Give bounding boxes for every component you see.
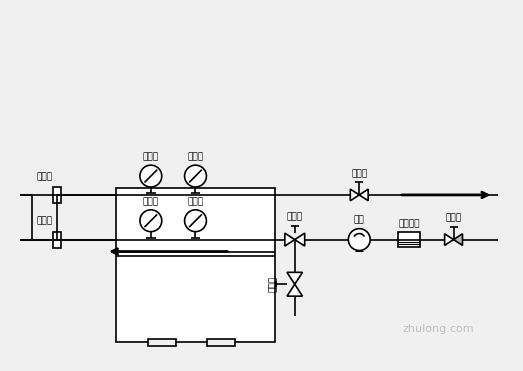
Text: 排水管: 排水管 (268, 276, 277, 292)
Polygon shape (350, 189, 359, 201)
Text: 水过滤器: 水过滤器 (398, 219, 419, 228)
Text: 压力表: 压力表 (143, 197, 159, 206)
Polygon shape (285, 233, 295, 246)
Text: 维修阀: 维修阀 (351, 169, 367, 178)
Text: 维修阀: 维修阀 (446, 214, 462, 223)
Bar (53, 232, 61, 247)
Text: 压力表: 压力表 (143, 152, 159, 161)
Bar (398, 232, 420, 247)
Polygon shape (445, 234, 453, 245)
Polygon shape (453, 234, 462, 245)
Bar (116, 188, 275, 342)
Circle shape (185, 210, 207, 232)
Bar (53, 187, 61, 203)
Text: 管接头: 管接头 (37, 172, 53, 181)
Circle shape (185, 165, 207, 187)
Circle shape (140, 165, 162, 187)
Polygon shape (287, 272, 302, 284)
Polygon shape (295, 233, 305, 246)
Text: 调节阀: 调节阀 (287, 213, 303, 222)
Text: 管接头: 管接头 (37, 217, 53, 226)
Circle shape (140, 210, 162, 232)
Text: 温度表: 温度表 (187, 197, 203, 206)
Polygon shape (359, 189, 368, 201)
Polygon shape (287, 284, 302, 296)
Text: 水泵: 水泵 (354, 216, 365, 225)
Text: zhulong.com: zhulong.com (403, 324, 474, 334)
Circle shape (348, 229, 370, 250)
Bar (148, 339, 176, 346)
Bar (208, 339, 235, 346)
Text: 温度表: 温度表 (187, 152, 203, 161)
